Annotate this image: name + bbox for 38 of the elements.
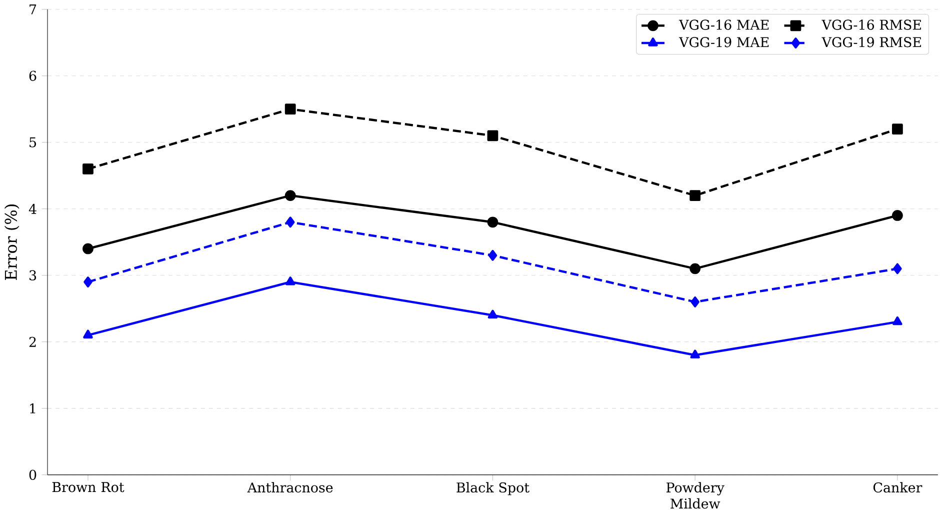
legend-label: VGG-19 MAE [678, 37, 769, 48]
point [892, 124, 903, 134]
x-tick-label: Brown Rot [52, 482, 124, 492]
point [284, 190, 296, 201]
y-tick-label: 3 [30, 270, 36, 280]
point [284, 104, 296, 115]
y-tick-label: 7 [30, 4, 36, 14]
legend-label: VGG-19 RMSE [822, 37, 921, 48]
y-axis-title: Error (%) [4, 204, 20, 280]
point [83, 330, 93, 338]
point [285, 276, 296, 286]
point [487, 130, 498, 142]
point [892, 316, 902, 326]
x-tick-label: Black Spot [456, 482, 530, 496]
point [690, 296, 700, 308]
y-tick-label: 4 [28, 204, 36, 214]
legend-label: VGG-16 MAE [678, 20, 769, 30]
legend-label: VGG-16 RMSE [822, 20, 921, 30]
point [690, 263, 701, 274]
point [82, 243, 94, 254]
y-tick-label: 0 [29, 470, 36, 480]
point [84, 276, 92, 288]
y-tick-label: 2 [29, 336, 36, 347]
y-tick-label: 6 [29, 70, 36, 81]
point [690, 190, 701, 201]
y-tick-label: 1 [30, 403, 36, 414]
point [487, 216, 498, 228]
x-tick-label: Powdery Mildew [666, 482, 724, 509]
point [893, 263, 902, 274]
point [488, 250, 498, 261]
point [82, 163, 94, 174]
y-tick-label: 5 [30, 137, 36, 148]
point [892, 210, 903, 221]
x-tick-label: Anthracnose [247, 482, 333, 493]
point [690, 350, 700, 358]
x-tick-label: Canker [873, 482, 922, 493]
point [488, 310, 498, 319]
point [286, 216, 295, 228]
